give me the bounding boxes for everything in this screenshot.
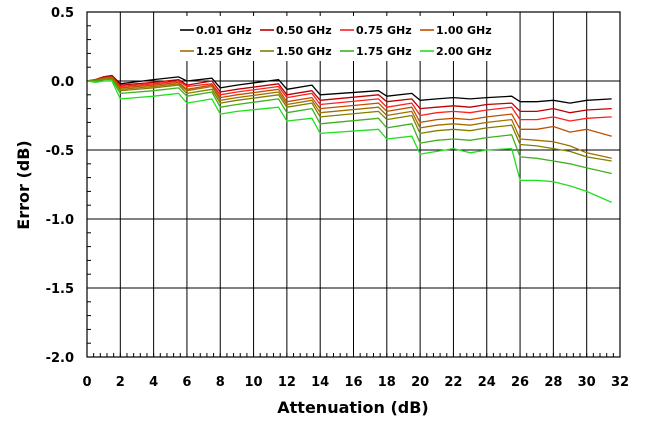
- legend-label: 1.25 GHz: [196, 45, 252, 58]
- x-tick-label: 6: [182, 375, 191, 390]
- y-tick-label: -2.0: [46, 351, 74, 366]
- series-line: [86, 74, 612, 114]
- series-line: [86, 76, 612, 137]
- y-tick-label: -0.5: [46, 144, 74, 159]
- x-tick-label: 32: [611, 375, 629, 390]
- legend-label: 1.75 GHz: [356, 45, 412, 58]
- series-line: [87, 78, 612, 175]
- x-tick-label: 16: [344, 375, 362, 390]
- y-axis-title: Error (dB): [14, 140, 33, 229]
- y-tick-label: -1.5: [46, 282, 74, 297]
- x-tick-label: 2: [116, 375, 125, 390]
- x-tick-label: 0: [82, 375, 91, 390]
- series-line: [86, 80, 612, 203]
- y-tick-label: 0.5: [51, 6, 74, 21]
- x-tick-label: 14: [311, 375, 329, 390]
- x-tick-label: 10: [245, 375, 263, 390]
- legend-label: 0.01 GHz: [196, 24, 252, 37]
- x-tick-label: 18: [378, 375, 396, 390]
- x-tick-label: 4: [149, 375, 158, 390]
- x-tick-label: 28: [544, 375, 562, 390]
- series-line: [87, 77, 612, 162]
- legend: 0.01 GHz 0.50 GHz 0.75 GHz 1.00 GHz 1.25 GHz…: [170, 16, 498, 61]
- legend-label: 0.75 GHz: [356, 24, 412, 37]
- legend-label: 2.00 GHz: [436, 45, 492, 58]
- y-tick-label: -1.0: [46, 213, 74, 228]
- x-tick-label: 22: [444, 375, 462, 390]
- y-axis-tick-labels: 0.5 0.0 -0.5 -1.0 -1.5 -2.0: [46, 6, 74, 366]
- x-axis-title: Attenuation (dB): [277, 398, 428, 417]
- series-line: [86, 76, 612, 122]
- legend-label: 1.00 GHz: [436, 24, 492, 37]
- x-tick-label: 30: [578, 375, 596, 390]
- series-line: [86, 74, 612, 104]
- x-axis-tick-labels: 0 2 4 6 8 10 12 14 16 18 20 22 24 26 28 30 32: [82, 375, 629, 390]
- legend-label: 0.50 GHz: [276, 24, 332, 37]
- legend-label: 1.50 GHz: [276, 45, 332, 58]
- series-line: [87, 77, 612, 159]
- x-tick-label: 8: [216, 375, 225, 390]
- legend-background: [170, 16, 498, 61]
- x-tick-label: 20: [411, 375, 429, 390]
- y-tick-label: 0.0: [51, 75, 74, 90]
- x-tick-label: 26: [511, 375, 529, 390]
- x-tick-label: 12: [278, 375, 296, 390]
- plot-frame: [86, 11, 621, 358]
- x-tick-label: 24: [478, 375, 496, 390]
- series-layer: [86, 74, 612, 203]
